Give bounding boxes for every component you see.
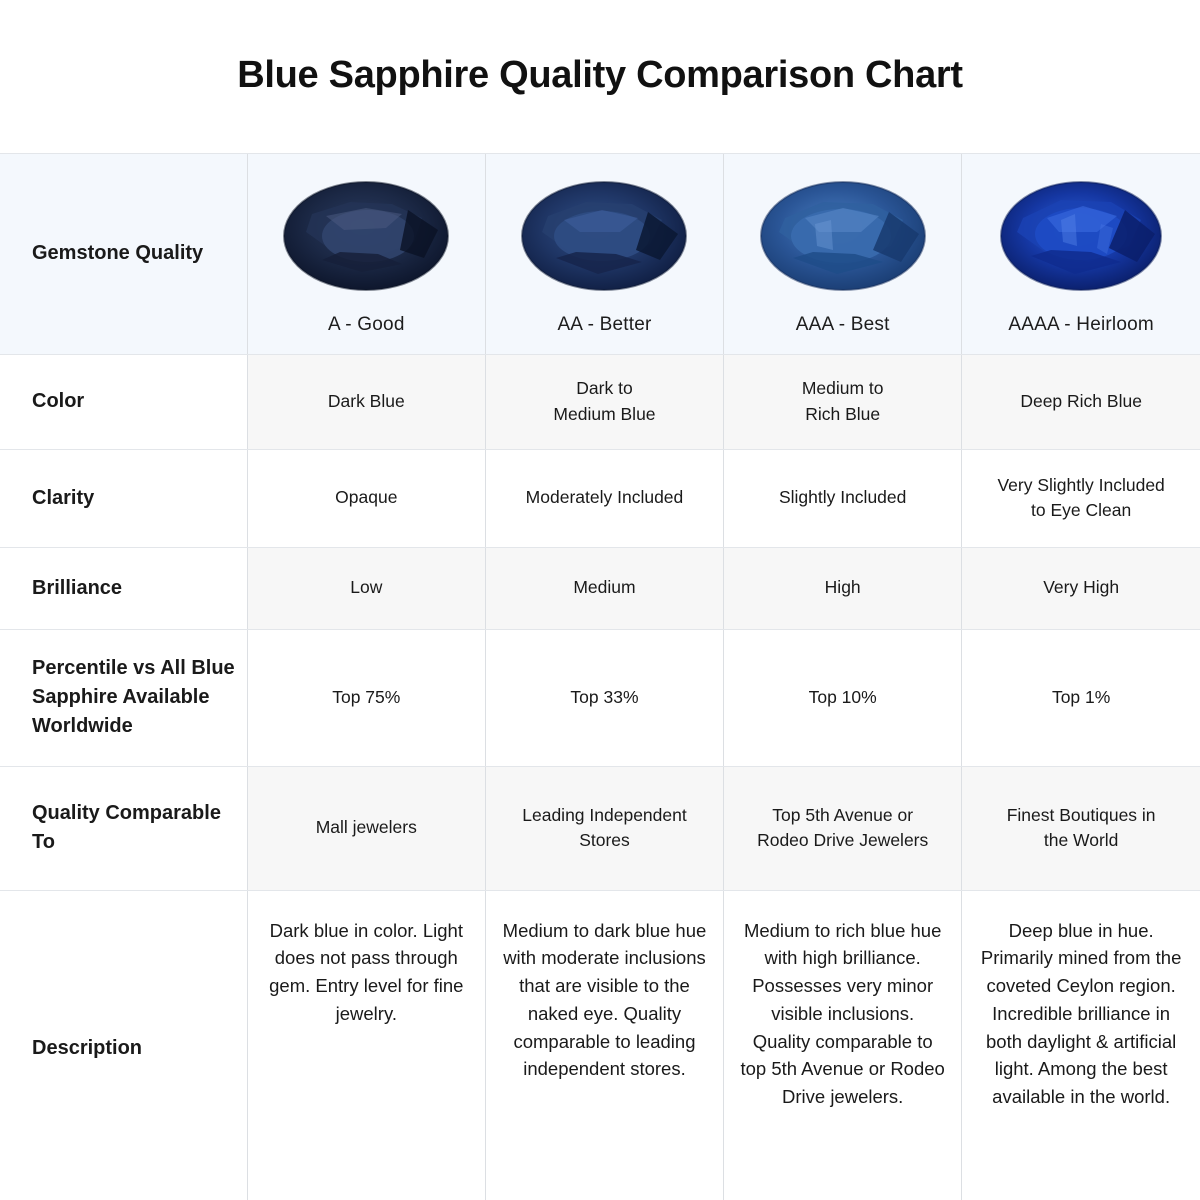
cell-description-1: Dark blue in color. Light does not pass … bbox=[246, 889, 486, 1200]
gem-cell-1: A - Good bbox=[246, 152, 486, 355]
sapphire-aaa-best-icon bbox=[759, 180, 926, 291]
grade-label-3: AAA - Best bbox=[795, 313, 890, 335]
row-label-text: Brilliance bbox=[32, 576, 123, 599]
table-row-description: Description Dark blue in color. Light do… bbox=[0, 889, 1200, 1200]
gem-cell-4: AAAA - Heirloom bbox=[961, 152, 1200, 355]
cell-description-4: Deep blue in hue. Primarily mined from t… bbox=[961, 889, 1200, 1200]
row-label-clarity: Clarity bbox=[0, 448, 248, 548]
row-label-color: Color bbox=[0, 353, 248, 450]
cell-percentile-2: Top 33% bbox=[484, 628, 724, 767]
cell-clarity-3: Slightly Included bbox=[723, 448, 962, 548]
table-row-gemstone-quality: Gemstone Quality bbox=[0, 152, 1200, 355]
cell-percentile-4: Top 1% bbox=[961, 628, 1200, 767]
cell-percentile-3: Top 10% bbox=[723, 628, 962, 767]
page-title: Blue Sapphire Quality Comparison Chart bbox=[237, 54, 963, 96]
cell-quality-1: Mall jewelers bbox=[246, 765, 486, 891]
cell-color-4: Deep Rich Blue bbox=[961, 353, 1200, 450]
sapphire-a-good-icon bbox=[283, 180, 450, 291]
row-label-brilliance: Brilliance bbox=[0, 546, 248, 630]
row-label-text: Gemstone Quality bbox=[32, 242, 204, 264]
cell-quality-3: Top 5th Avenue or Rodeo Drive Jewelers bbox=[723, 765, 962, 891]
table-row-quality-comparable: Quality Comparable To Mall jewelers Lead… bbox=[0, 765, 1200, 891]
table-row-color: Color Dark Blue Dark to Medium Blue Mediu… bbox=[0, 353, 1200, 450]
cell-brilliance-4: Very High bbox=[961, 546, 1200, 630]
sapphire-aa-better-icon bbox=[521, 180, 688, 291]
table-row-percentile: Percentile vs All Blue Sapphire Availabl… bbox=[0, 628, 1200, 767]
grade-label-2: AA - Better bbox=[557, 313, 652, 335]
cell-quality-2: Leading Independent Stores bbox=[484, 765, 724, 891]
cell-brilliance-3: High bbox=[723, 546, 962, 630]
row-label-gemstone-quality: Gemstone Quality bbox=[0, 152, 248, 355]
cell-color-1: Dark Blue bbox=[246, 353, 486, 450]
cell-color-3: Medium to Rich Blue bbox=[723, 353, 962, 450]
table-row-clarity: Clarity Opaque Moderately Included Sligh… bbox=[0, 448, 1200, 548]
row-label-text: Quality Comparable To bbox=[32, 802, 221, 853]
gem-cell-2: AA - Better bbox=[484, 152, 724, 355]
quality-comparison-table: Gemstone Quality bbox=[0, 152, 1200, 1200]
row-label-quality-comparable: Quality Comparable To bbox=[0, 765, 248, 891]
gem-cell-3: AAA - Best bbox=[723, 152, 962, 355]
row-label-text: Percentile vs All Blue Sapphire Availabl… bbox=[32, 657, 235, 737]
row-label-text: Clarity bbox=[32, 486, 95, 509]
grade-label-4: AAAA - Heirloom bbox=[1008, 313, 1154, 335]
grade-label-1: A - Good bbox=[328, 313, 405, 335]
cell-color-2: Dark to Medium Blue bbox=[484, 353, 724, 450]
row-label-description: Description bbox=[0, 889, 248, 1200]
cell-description-3: Medium to rich blue hue with high brilli… bbox=[723, 889, 962, 1200]
cell-clarity-1: Opaque bbox=[246, 448, 486, 548]
table-row-brilliance: Brilliance Low Medium High Very High bbox=[0, 546, 1200, 630]
cell-description-2: Medium to dark blue hue with moderate in… bbox=[484, 889, 724, 1200]
cell-clarity-4: Very Slightly Included to Eye Clean bbox=[961, 448, 1200, 548]
cell-brilliance-1: Low bbox=[246, 546, 486, 630]
sapphire-aaaa-heirloom-icon bbox=[1000, 180, 1163, 291]
cell-quality-4: Finest Boutiques in the World bbox=[961, 765, 1200, 891]
cell-clarity-2: Moderately Included bbox=[484, 448, 724, 548]
row-label-text: Color bbox=[32, 390, 85, 412]
row-label-percentile: Percentile vs All Blue Sapphire Availabl… bbox=[0, 628, 248, 767]
row-label-text: Description bbox=[32, 1036, 143, 1059]
cell-percentile-1: Top 75% bbox=[246, 628, 486, 767]
cell-brilliance-2: Medium bbox=[484, 546, 724, 630]
